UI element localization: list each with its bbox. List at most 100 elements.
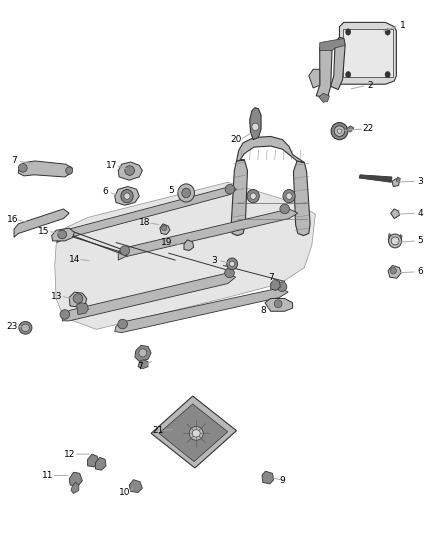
Text: 1: 1 — [400, 21, 406, 30]
Polygon shape — [159, 404, 228, 462]
Ellipse shape — [227, 258, 237, 270]
Polygon shape — [71, 482, 79, 494]
Ellipse shape — [121, 189, 133, 203]
Text: 7: 7 — [11, 157, 17, 165]
Text: 18: 18 — [139, 219, 150, 227]
Text: 3: 3 — [212, 256, 218, 264]
Ellipse shape — [286, 193, 292, 199]
Polygon shape — [118, 209, 298, 260]
Polygon shape — [320, 38, 345, 51]
Polygon shape — [77, 303, 88, 314]
Ellipse shape — [18, 164, 27, 172]
Polygon shape — [271, 279, 280, 290]
Text: 13: 13 — [51, 292, 63, 301]
Text: 22: 22 — [362, 125, 374, 133]
Ellipse shape — [346, 71, 351, 78]
Polygon shape — [388, 233, 391, 241]
Polygon shape — [399, 235, 402, 242]
Polygon shape — [138, 360, 148, 369]
Text: 16: 16 — [7, 215, 18, 224]
Polygon shape — [319, 93, 329, 102]
Polygon shape — [115, 288, 288, 333]
Ellipse shape — [250, 193, 256, 199]
Text: 2: 2 — [367, 81, 373, 90]
Polygon shape — [250, 108, 261, 140]
Polygon shape — [95, 457, 106, 470]
Text: 17: 17 — [106, 161, 117, 169]
Ellipse shape — [58, 230, 67, 239]
Ellipse shape — [391, 237, 399, 245]
Text: 19: 19 — [161, 238, 172, 247]
Ellipse shape — [225, 184, 235, 194]
Ellipse shape — [283, 189, 295, 203]
Ellipse shape — [280, 204, 290, 214]
Polygon shape — [69, 292, 87, 307]
Polygon shape — [316, 43, 332, 97]
Polygon shape — [231, 160, 247, 236]
Text: 9: 9 — [279, 477, 286, 485]
Ellipse shape — [120, 246, 130, 255]
Ellipse shape — [337, 129, 342, 133]
Text: 4: 4 — [418, 209, 423, 217]
Ellipse shape — [162, 225, 167, 231]
Ellipse shape — [230, 261, 235, 266]
Text: 20: 20 — [231, 135, 242, 144]
Text: 11: 11 — [42, 471, 54, 480]
Ellipse shape — [182, 188, 191, 198]
Text: 6: 6 — [102, 188, 108, 196]
Polygon shape — [118, 162, 142, 180]
Polygon shape — [346, 126, 354, 132]
Polygon shape — [135, 345, 151, 361]
Polygon shape — [129, 480, 142, 492]
Ellipse shape — [124, 193, 130, 199]
Ellipse shape — [252, 123, 259, 131]
Polygon shape — [14, 209, 69, 237]
Polygon shape — [262, 471, 274, 484]
Text: 10: 10 — [119, 488, 131, 497]
Ellipse shape — [274, 300, 282, 308]
Text: 15: 15 — [38, 227, 49, 236]
Ellipse shape — [60, 230, 70, 239]
Polygon shape — [237, 136, 304, 163]
Polygon shape — [293, 161, 310, 236]
Text: 8: 8 — [260, 306, 266, 314]
Polygon shape — [343, 29, 393, 77]
Text: 12: 12 — [64, 450, 76, 458]
Polygon shape — [18, 161, 72, 177]
Polygon shape — [392, 179, 399, 187]
Text: 14: 14 — [69, 255, 80, 263]
Ellipse shape — [21, 324, 29, 332]
Ellipse shape — [331, 123, 348, 140]
Polygon shape — [52, 228, 74, 241]
Polygon shape — [160, 224, 170, 235]
Polygon shape — [391, 209, 399, 219]
Ellipse shape — [189, 426, 203, 440]
Ellipse shape — [125, 166, 134, 175]
Ellipse shape — [389, 234, 402, 248]
Polygon shape — [115, 187, 139, 205]
Polygon shape — [69, 472, 82, 486]
Ellipse shape — [139, 349, 147, 357]
Text: 5: 5 — [168, 186, 174, 195]
Ellipse shape — [385, 71, 390, 78]
Polygon shape — [57, 187, 237, 243]
Ellipse shape — [346, 29, 351, 35]
Ellipse shape — [66, 167, 73, 174]
Ellipse shape — [385, 29, 390, 35]
Ellipse shape — [247, 189, 259, 203]
Polygon shape — [396, 177, 400, 182]
Ellipse shape — [225, 268, 234, 278]
Text: 6: 6 — [417, 268, 424, 276]
Polygon shape — [309, 69, 320, 88]
Polygon shape — [88, 454, 99, 467]
Polygon shape — [337, 22, 396, 84]
Polygon shape — [331, 37, 345, 90]
Polygon shape — [359, 175, 392, 182]
Ellipse shape — [19, 321, 32, 334]
Ellipse shape — [178, 184, 194, 202]
Polygon shape — [151, 396, 237, 468]
Text: 23: 23 — [7, 322, 18, 330]
Polygon shape — [55, 182, 315, 329]
Ellipse shape — [60, 310, 70, 319]
Polygon shape — [388, 265, 401, 278]
